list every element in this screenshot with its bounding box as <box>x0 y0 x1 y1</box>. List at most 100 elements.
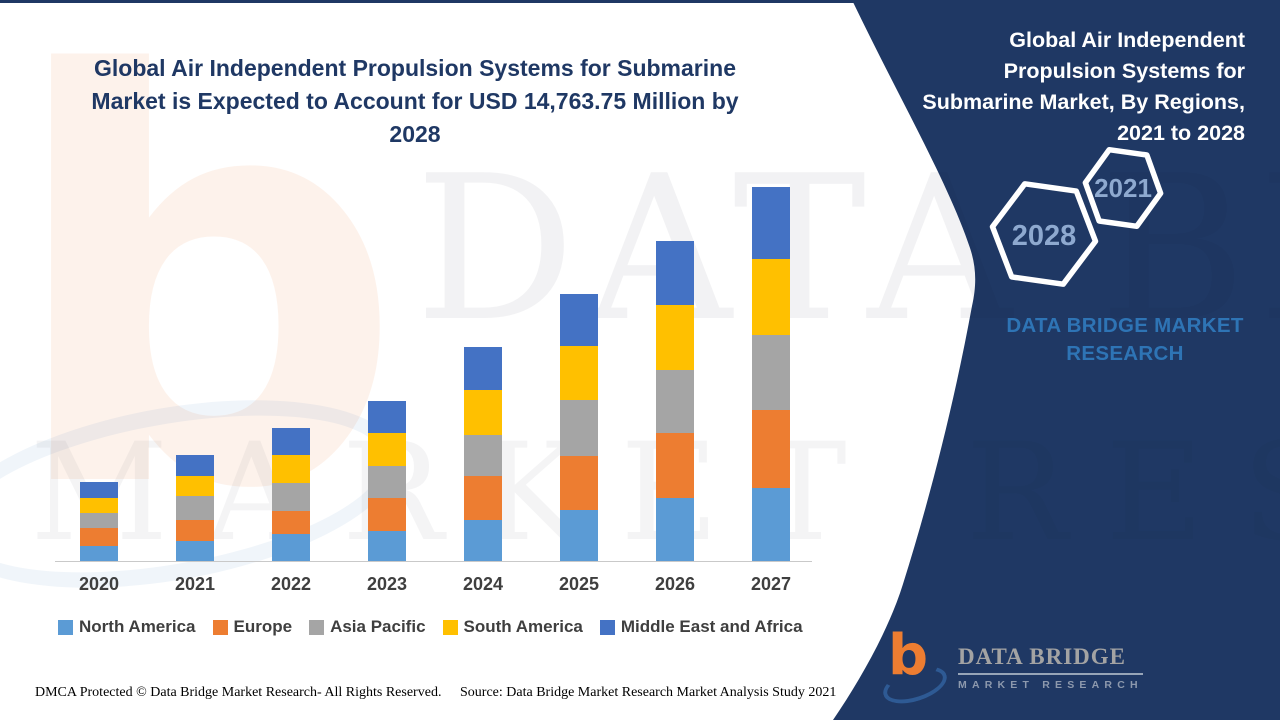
bar-segment <box>464 347 502 390</box>
legend-label: Asia Pacific <box>330 617 426 636</box>
source-notice: Source: Data Bridge Market Research Mark… <box>460 685 837 700</box>
bars <box>80 182 790 561</box>
bar-segment <box>368 433 406 466</box>
bar-segment <box>176 541 214 561</box>
legend-swatch <box>212 619 228 635</box>
chart-title: Global Air Independent Propulsion System… <box>70 52 760 151</box>
x-labels: 2020 2021 2022 2023 2024 2025 2026 2027 <box>78 574 792 595</box>
bar-segment <box>560 400 598 456</box>
x-axis-label: 2020 <box>78 574 120 594</box>
legend-item: North America <box>58 617 196 637</box>
bar-segment <box>464 520 502 561</box>
bar-segment <box>656 498 694 561</box>
bar-2020 <box>80 482 118 561</box>
side-panel-shape <box>833 0 1280 720</box>
hexagon-2021-label: 2021 <box>1094 173 1152 203</box>
legend-item: South America <box>442 617 583 637</box>
dmca-notice: DMCA Protected © Data Bridge Market Rese… <box>35 685 442 700</box>
bar-segment <box>464 435 502 476</box>
hexagon-badges: 2021 2028 <box>989 146 1164 287</box>
bar-segment <box>656 370 694 433</box>
bar-segment <box>272 455 310 483</box>
x-axis-label: 2025 <box>558 574 600 594</box>
bar-segment <box>80 513 118 528</box>
bar-segment <box>560 346 598 400</box>
bar-segment <box>560 456 598 510</box>
bar-segment <box>272 483 310 511</box>
legend-swatch <box>599 619 615 635</box>
bar-segment <box>464 390 502 435</box>
bar-segment <box>752 488 790 561</box>
panel-title-line-3: Submarine Market, By Regions, <box>922 90 1245 114</box>
legend-label: Europe <box>233 617 293 636</box>
x-axis-label: 2022 <box>270 574 312 594</box>
chart-title-line-2: Market is Expected to Account for USD 14… <box>91 88 739 114</box>
hexagon-2021 <box>1082 146 1164 230</box>
bar-segment <box>176 476 214 496</box>
bar-2026 <box>656 241 694 561</box>
bar-2027 <box>752 187 790 561</box>
bar-segment <box>176 496 214 520</box>
panel-title-line-2: Propulsion Systems for <box>1003 59 1245 83</box>
bar-segment <box>752 335 790 410</box>
chart-title-line-1: Global Air Independent Propulsion System… <box>94 55 736 81</box>
bar-segment <box>80 546 118 561</box>
x-axis-label: 2026 <box>654 574 696 594</box>
bar-2024 <box>464 347 502 561</box>
legend-swatch <box>58 619 73 635</box>
logo-b-glyph: b <box>888 623 929 688</box>
bar-segment <box>752 187 790 259</box>
logo-wordmark: DATA BRIDGE <box>958 644 1143 675</box>
bar-segment <box>752 410 790 488</box>
bar-segment <box>368 531 406 561</box>
brand-caption: DATA BRIDGE MARKET RESEARCH <box>1006 314 1244 365</box>
legend-swatch <box>309 619 325 635</box>
bar-segment <box>656 305 694 370</box>
bar-2021 <box>176 455 214 561</box>
x-axis-label: 2024 <box>462 574 504 594</box>
legend-item: Middle East and Africa <box>599 617 803 637</box>
bar-2022 <box>272 428 310 561</box>
bar-segment <box>560 510 598 561</box>
x-axis-label: 2027 <box>750 574 792 594</box>
legend-label: South America <box>463 617 583 636</box>
panel-title: Global Air Independent Propulsion System… <box>875 25 1245 149</box>
bar-segment <box>176 520 214 541</box>
bar-segment <box>656 433 694 498</box>
panel-title-line-1: Global Air Independent <box>1009 28 1245 52</box>
company-logo-text: DATA BRIDGE MARKET RESEARCH <box>958 644 1143 691</box>
hexagon-2028 <box>989 181 1099 287</box>
bar-segment <box>272 534 310 561</box>
legend: North America Europe Asia Pacific South Ame… <box>58 617 828 637</box>
bar-segment <box>656 241 694 305</box>
legend-label: Middle East and Africa <box>620 617 803 636</box>
x-axis-line <box>55 561 812 562</box>
company-logo-icon: b <box>878 628 952 711</box>
logo-subtitle: MARKET RESEARCH <box>958 679 1143 691</box>
bar-2023 <box>368 401 406 561</box>
bar-segment <box>176 455 214 476</box>
legend-swatch <box>442 619 458 635</box>
x-axis-label: 2023 <box>366 574 408 594</box>
panel-title-line-4: 2021 to 2028 <box>1117 121 1245 145</box>
legend-item: Asia Pacific <box>309 617 426 637</box>
bar-segment <box>368 401 406 433</box>
legend-item: Europe <box>212 617 293 637</box>
legend-label: North America <box>79 617 196 636</box>
bar-segment <box>80 498 118 513</box>
chart-title-line-3: 2028 <box>389 121 441 147</box>
bar-segment <box>464 476 502 520</box>
company-logo: b DATA BRIDGE MARKET RESEARCH <box>878 628 1143 711</box>
bar-segment <box>560 294 598 346</box>
bar-2025 <box>560 294 598 561</box>
top-border-strip <box>0 0 1280 3</box>
bar-segment <box>272 511 310 534</box>
bar-segment <box>272 428 310 455</box>
x-axis-label: 2021 <box>174 574 216 594</box>
bar-segment <box>752 259 790 335</box>
bar-segment <box>80 482 118 498</box>
hexagon-2028-label: 2028 <box>1012 220 1077 252</box>
bar-segment <box>368 498 406 531</box>
